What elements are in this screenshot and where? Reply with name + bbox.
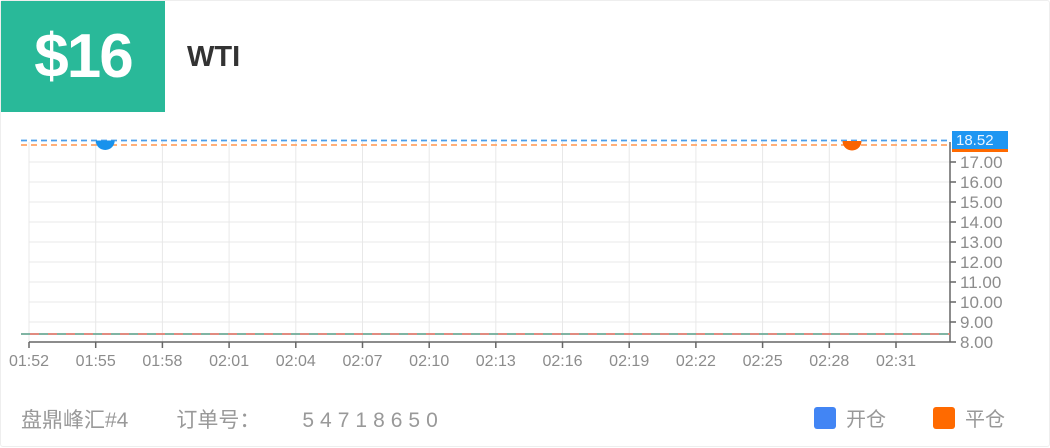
svg-text:02:10: 02:10 <box>409 353 449 370</box>
svg-text:02:04: 02:04 <box>276 353 316 370</box>
svg-text:16.00: 16.00 <box>960 173 1003 192</box>
svg-text:02:01: 02:01 <box>209 353 249 370</box>
svg-text:01:58: 01:58 <box>142 353 182 370</box>
svg-text:10.00: 10.00 <box>960 293 1003 312</box>
svg-text:12.00: 12.00 <box>960 253 1003 272</box>
svg-text:14.00: 14.00 <box>960 213 1003 232</box>
svg-text:01:52: 01:52 <box>9 353 49 370</box>
svg-text:02:22: 02:22 <box>676 353 716 370</box>
svg-text:18.52: 18.52 <box>956 132 994 149</box>
svg-text:11.00: 11.00 <box>960 273 1001 292</box>
svg-text:15.00: 15.00 <box>960 193 1003 212</box>
svg-text:13.00: 13.00 <box>960 233 1003 252</box>
svg-text:02:16: 02:16 <box>542 353 582 370</box>
svg-text:02:25: 02:25 <box>743 353 783 370</box>
svg-text:02:07: 02:07 <box>342 353 382 370</box>
svg-text:17.00: 17.00 <box>960 153 1003 172</box>
svg-text:02:13: 02:13 <box>476 353 516 370</box>
svg-text:02:31: 02:31 <box>876 353 916 370</box>
svg-text:01:55: 01:55 <box>76 353 116 370</box>
svg-text:02:19: 02:19 <box>609 353 649 370</box>
svg-text:9.00: 9.00 <box>960 313 993 332</box>
svg-text:8.00: 8.00 <box>960 333 993 352</box>
svg-text:02:28: 02:28 <box>809 353 849 370</box>
